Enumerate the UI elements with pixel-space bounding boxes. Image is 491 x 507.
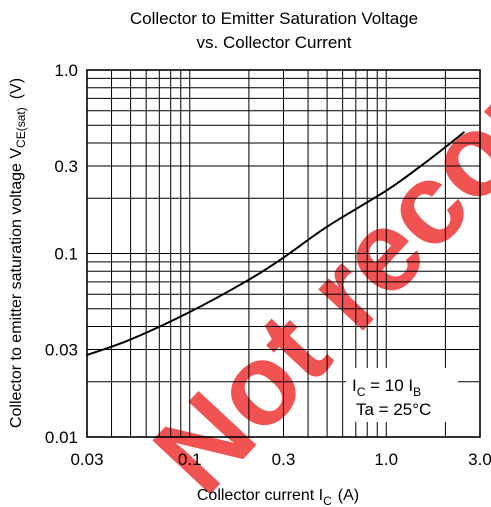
x-tick-label: 0.3 xyxy=(272,450,296,469)
y-axis-label-unit: (V) xyxy=(8,78,25,99)
x-tick-label: 0.03 xyxy=(70,450,103,469)
y-axis-label-main: Collector to emitter saturation voltage … xyxy=(8,148,25,428)
annotation-line2: Ta = 25°C xyxy=(356,400,431,419)
series-line xyxy=(86,131,466,356)
x-tick-label: 3.0 xyxy=(468,450,491,469)
x-axis-label-unit: (A) xyxy=(338,487,359,504)
y-tick-label: 0.01 xyxy=(45,428,78,447)
y-tick-label: 0.1 xyxy=(54,245,78,264)
annotation-line1: IC = 10 IB xyxy=(352,376,421,399)
x-tick-label: 0.1 xyxy=(178,450,202,469)
annotation-ic: I xyxy=(352,376,357,395)
annotation-ib-sub: B xyxy=(413,385,421,399)
chart-title: Collector to Emitter Saturation Voltage xyxy=(130,9,418,28)
chart-subtitle: vs. Collector Current xyxy=(197,33,352,52)
y-axis-label: Collector to emitter saturation voltage … xyxy=(8,78,28,428)
x-axis-label-main: Collector current I xyxy=(197,487,323,504)
y-axis-label-sub: CE(sat) xyxy=(14,107,28,148)
y-tick-label: 1.0 xyxy=(54,61,78,80)
annotation-eq: = 10 I xyxy=(365,376,413,395)
annotation-ic-sub: C xyxy=(357,385,366,399)
x-axis-label-sub: C xyxy=(323,494,332,507)
y-tick-label: 0.3 xyxy=(54,157,78,176)
tick-labels: 0.03 0.1 0.3 1.0 3.0 0.01 0.03 0.1 0.3 1.0 xyxy=(45,61,491,469)
plot-frame xyxy=(86,69,481,438)
annotation-bg xyxy=(346,368,458,422)
series-layer xyxy=(86,131,466,356)
y-tick-label: 0.03 xyxy=(45,340,78,359)
x-tick-label: 1.0 xyxy=(374,450,398,469)
annotation: IC = 10 IB Ta = 25°C xyxy=(346,368,458,422)
x-axis-label: Collector current IC (A) xyxy=(197,487,359,507)
